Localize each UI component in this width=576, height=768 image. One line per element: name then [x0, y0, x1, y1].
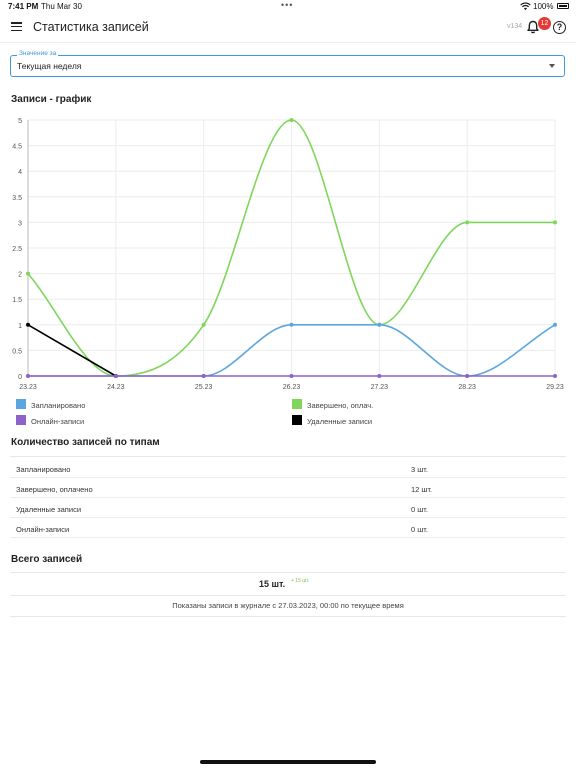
period-note: Показаны записи в журнале с 27.03.2023, … — [172, 601, 404, 610]
types-section-title: Количество записей по типам — [11, 437, 160, 448]
x-tick-label: 26.23 — [283, 384, 301, 391]
data-point — [289, 322, 294, 327]
app-bar: Статистика записей v134 12 ? — [0, 13, 576, 43]
y-tick-label: 2 — [18, 272, 22, 279]
legend-swatch — [292, 399, 302, 409]
legend-label: Удаленные записи — [307, 417, 373, 426]
x-tick-label: 29.23 — [546, 384, 564, 391]
row-count: 0 шт. — [411, 505, 428, 514]
home-indicator[interactable] — [200, 760, 376, 764]
y-tick-label: 5 — [18, 118, 22, 125]
x-tick-label: 27.23 — [371, 384, 389, 391]
row-name: Запланировано — [16, 465, 71, 474]
y-tick-label: 2.5 — [12, 246, 22, 253]
data-point — [113, 374, 118, 378]
period-select[interactable]: Значение за Текущая неделя — [10, 50, 565, 77]
menu-icon[interactable] — [11, 22, 22, 32]
status-time: 7:41 PM — [8, 2, 39, 11]
page-title: Статистика записей — [33, 20, 149, 34]
data-point — [201, 374, 206, 378]
divider — [10, 595, 566, 596]
notification-badge[interactable]: 12 — [538, 17, 551, 30]
status-bar: 7:41 PM Thu Mar 30 ••• 100% — [0, 0, 576, 13]
divider — [10, 572, 566, 573]
battery-icon — [557, 3, 569, 9]
divider — [10, 456, 566, 457]
data-point — [26, 374, 30, 378]
total-count: 15 шт. — [259, 579, 286, 589]
data-point — [377, 374, 382, 378]
y-tick-label: 3 — [18, 220, 22, 227]
data-point — [26, 271, 30, 276]
legend-swatch — [16, 399, 26, 409]
period-select-label: Значение за — [17, 50, 59, 57]
y-tick-label: 4 — [18, 169, 22, 176]
y-tick-label: 3.5 — [12, 195, 22, 202]
total-section-title: Всего записей — [11, 554, 83, 565]
period-select-value: Текущая неделя — [17, 61, 82, 71]
row-count: 3 шт. — [411, 465, 428, 474]
multitasking-dots[interactable]: ••• — [281, 0, 294, 10]
table-row: Удаленные записи 0 шт. — [10, 498, 566, 518]
data-point — [465, 374, 470, 378]
row-name: Онлайн-записи — [16, 525, 70, 534]
series-line — [27, 324, 117, 377]
row-name: Удаленные записи — [16, 505, 82, 514]
data-point — [201, 322, 206, 327]
legend-swatch — [16, 415, 26, 425]
row-name: Завершено, оплачено — [16, 485, 93, 494]
table-row: Завершено, оплачено 12 шт. — [10, 478, 566, 498]
data-point — [289, 118, 294, 122]
y-tick-label: 0 — [18, 374, 22, 381]
data-point — [465, 220, 470, 225]
divider — [10, 616, 566, 617]
bell-icon[interactable] — [526, 20, 540, 34]
table-row: Онлайн-записи 0 шт. — [10, 518, 566, 538]
chart-section-title: Записи - график — [11, 94, 92, 105]
data-point — [377, 322, 382, 327]
x-tick-label: 25.23 — [195, 384, 213, 391]
y-tick-label: 1 — [18, 323, 22, 330]
data-point — [553, 374, 557, 378]
legend-swatch — [292, 415, 302, 425]
app-version: v134 — [507, 23, 523, 30]
status-date: Thu Mar 30 — [41, 2, 82, 11]
battery-percent: 100% — [533, 2, 554, 11]
x-tick-label: 23.23 — [19, 384, 37, 391]
table-row: Запланировано 3 шт. — [10, 458, 566, 478]
data-point — [553, 220, 557, 225]
total-delta: + 15 шт. — [291, 578, 310, 584]
data-point — [26, 322, 30, 327]
wifi-icon — [520, 2, 531, 11]
records-line-chart: 0 0.5 1 1.5 2 2.5 3 3.5 4 4.5 5 23.23 24.23 25.23 26.2… — [12, 118, 564, 391]
row-count: 12 шт. — [411, 485, 433, 494]
legend-label: Запланировано — [31, 401, 86, 410]
data-point — [289, 374, 294, 378]
legend-label: Завершено, оплач. — [307, 401, 374, 410]
help-icon[interactable]: ? — [553, 21, 566, 34]
y-tick-label: 0.5 — [12, 348, 22, 355]
row-count: 0 шт. — [411, 525, 428, 534]
y-tick-label: 4.5 — [12, 144, 22, 151]
x-tick-label: 24.23 — [107, 384, 125, 391]
legend-label: Онлайн-записи — [31, 417, 85, 426]
x-tick-label: 28.23 — [458, 384, 476, 391]
chevron-down-icon — [549, 64, 555, 68]
y-tick-label: 1.5 — [12, 297, 22, 304]
data-point — [553, 322, 557, 327]
